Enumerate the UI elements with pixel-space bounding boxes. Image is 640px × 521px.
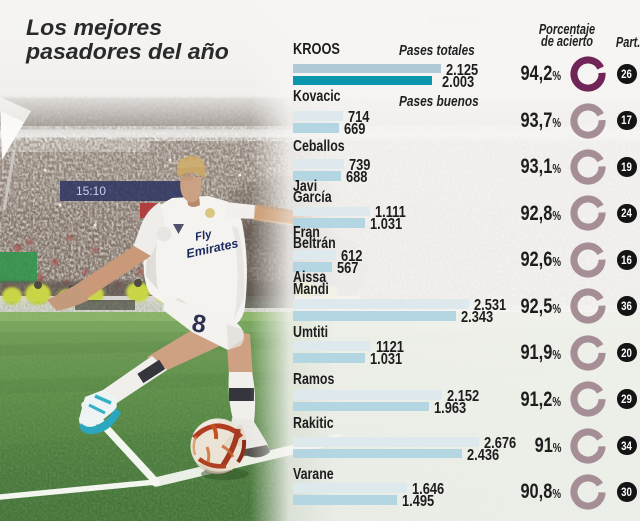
svg-text:Fly: Fly xyxy=(194,228,213,243)
svg-text:8: 8 xyxy=(190,309,208,339)
svg-text:15:10: 15:10 xyxy=(76,184,106,198)
